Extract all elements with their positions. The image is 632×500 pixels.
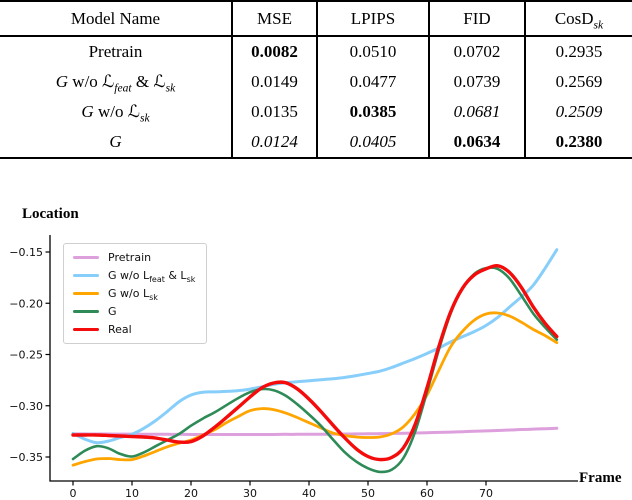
metric-value-cell: 0.2509 bbox=[524, 97, 632, 127]
model-name-cell: G w/o ℒsk bbox=[81, 102, 150, 125]
chart-legend: Pretrain G w/o Lfeat & Lsk G w/o Lsk G Real bbox=[63, 243, 207, 344]
col-header-model-name: Model Name bbox=[0, 1, 232, 37]
series-line-g-w-o-l-sk bbox=[71, 311, 559, 467]
x-tick-label: 0 bbox=[70, 487, 77, 500]
x-axis-title: Frame bbox=[579, 470, 622, 486]
legend-item-g-w-o-l-feat-l-sk: G w/o Lfeat & Lsk bbox=[73, 269, 197, 285]
series-line-g-w-o-l-feat-l-sk bbox=[71, 248, 559, 445]
metric-value-cell: 0.0739 bbox=[428, 67, 525, 97]
col-header-fid: FID bbox=[428, 1, 525, 37]
col-header-lpips: LPIPS bbox=[316, 1, 429, 37]
x-tick-label: 10 bbox=[125, 487, 139, 500]
legend-line-swatch bbox=[73, 256, 99, 259]
legend-label: Pretrain bbox=[108, 251, 152, 264]
legend-line-swatch bbox=[73, 328, 99, 331]
x-tick-label: 70 bbox=[479, 487, 493, 500]
model-name-cell: G w/o ℒfeat & ℒsk bbox=[55, 72, 176, 95]
col-header-cosd-sk: CosDsk bbox=[524, 1, 632, 37]
series-line-real bbox=[71, 264, 559, 462]
table-row: G w/o ℒfeat & ℒsk 0.0149 0.0477 0.0739 0.256… bbox=[0, 67, 632, 97]
col-header-mse: MSE bbox=[231, 1, 317, 37]
metric-value-cell: 0.0702 bbox=[428, 36, 525, 67]
metric-value-cell: 0.0510 bbox=[316, 36, 429, 67]
x-tick-label: 60 bbox=[420, 487, 434, 500]
legend-line-swatch bbox=[73, 310, 99, 313]
metric-value-cell: 0.0385 bbox=[316, 97, 429, 127]
legend-label: G w/o Lsk bbox=[108, 287, 158, 303]
metric-value-cell: 0.0124 bbox=[231, 127, 317, 158]
table-row: G 0.0124 0.0405 0.0634 0.2380 bbox=[0, 127, 632, 158]
metric-value-cell: 0.0477 bbox=[316, 67, 429, 97]
metric-value-cell: 0.0149 bbox=[231, 67, 317, 97]
y-tick-label: −0.15 bbox=[9, 246, 43, 259]
series-line-pretrain bbox=[71, 426, 559, 437]
table-row: G w/o ℒsk 0.0135 0.0385 0.0681 0.2509 bbox=[0, 97, 632, 127]
legend-item-real: Real bbox=[73, 323, 197, 336]
metric-value-cell: 0.0634 bbox=[428, 127, 525, 158]
metrics-table-header-row: Model Name MSE LPIPS FID CosDsk bbox=[0, 1, 632, 37]
legend-item-g: G bbox=[73, 305, 197, 318]
model-name-cell: G bbox=[109, 132, 122, 151]
legend-item-g-w-o-l-sk: G w/o Lsk bbox=[73, 287, 197, 303]
legend-item-pretrain: Pretrain bbox=[73, 251, 197, 264]
legend-line-swatch bbox=[73, 292, 99, 295]
x-tick-label: 40 bbox=[302, 487, 316, 500]
y-tick-label: −0.25 bbox=[9, 349, 43, 362]
metric-value-cell: 0.0681 bbox=[428, 97, 525, 127]
legend-line-swatch bbox=[73, 274, 99, 277]
location-frame-chart: −0.15 −0.20 −0.25 −0.30 −0.35 0 10 20 30 40 50 60 70 bbox=[9, 235, 578, 500]
metric-value-cell: 0.2569 bbox=[524, 67, 632, 97]
model-name-cell: Pretrain bbox=[88, 42, 143, 61]
metric-value-cell: 0.2380 bbox=[524, 127, 632, 158]
legend-label: Real bbox=[108, 323, 132, 336]
metric-value-cell: 0.0405 bbox=[316, 127, 429, 158]
y-tick-label: −0.35 bbox=[9, 451, 43, 464]
x-tick-label: 20 bbox=[184, 487, 198, 500]
metric-value-cell: 0.0082 bbox=[231, 36, 317, 67]
table-row: Pretrain 0.0082 0.0510 0.0702 0.2935 bbox=[0, 36, 632, 67]
y-tick-label: −0.30 bbox=[9, 400, 43, 413]
y-tick-label: −0.20 bbox=[9, 297, 43, 310]
axis-spines bbox=[49, 235, 578, 482]
x-tick-label: 50 bbox=[361, 487, 375, 500]
metric-value-cell: 0.0135 bbox=[231, 97, 317, 127]
x-tick-label: 30 bbox=[243, 487, 257, 500]
y-axis-title: Location bbox=[22, 206, 79, 222]
legend-label: G w/o Lfeat & Lsk bbox=[108, 269, 196, 285]
metrics-table: Model Name MSE LPIPS FID CosDsk Pretrain 0.00… bbox=[0, 0, 632, 159]
metric-value-cell: 0.2935 bbox=[524, 36, 632, 67]
legend-label: G bbox=[108, 305, 117, 318]
